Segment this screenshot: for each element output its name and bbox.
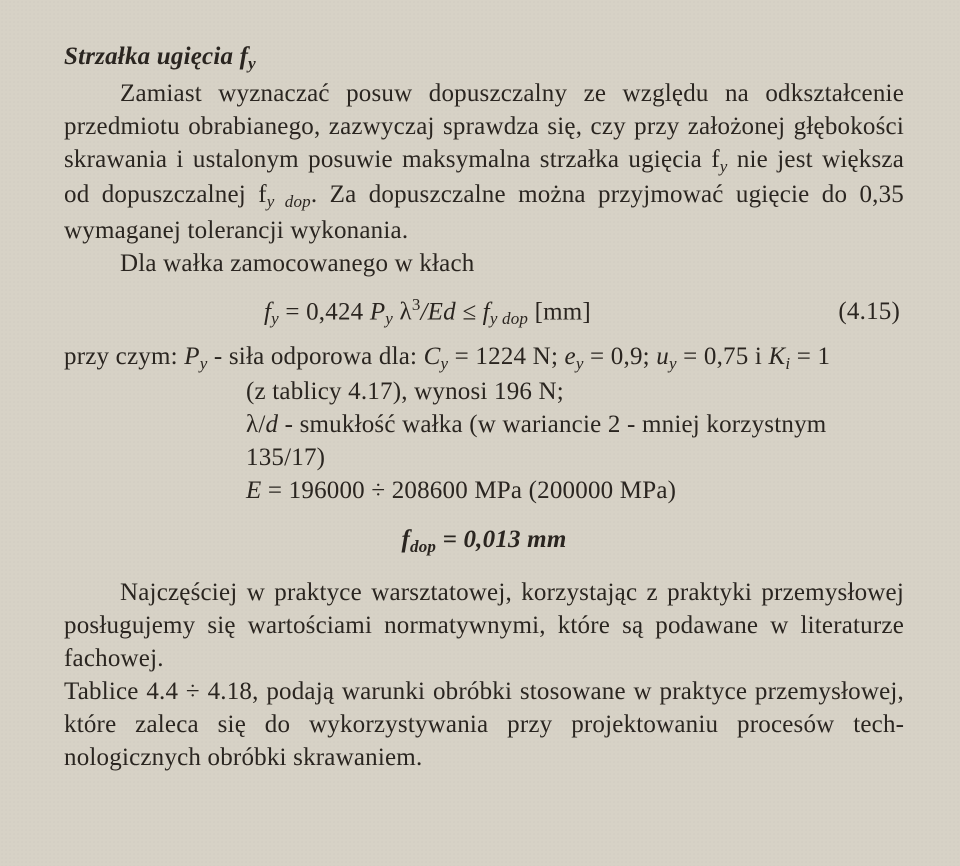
p2-text: Dla wałka zamocowanego w kłach	[120, 250, 474, 277]
p1-sub2: y dop	[267, 192, 311, 211]
eq-fr-sub: y dop	[490, 309, 528, 328]
p3-e: = 1	[790, 343, 830, 370]
paragraph-3-line4: E = 196000 ÷ 208600 MPa (200000 MPa)	[64, 474, 904, 507]
paragraph-4: Najczęściej w praktyce warsztatowej, kor…	[64, 576, 904, 675]
paragraph-3-line3: λ/d - smukłość wałka (w wariancie 2 - mn…	[64, 408, 904, 474]
fdop-sub: dop	[410, 537, 436, 556]
eq-lambda-sup: 3	[412, 295, 421, 314]
paragraph-1: Zamiast wyznaczać posuw dopuszczalny ze …	[64, 77, 904, 246]
p3-line4-b: = 196000 ÷ 208600 MPa (200000 MPa)	[261, 477, 676, 504]
p3-Py-P: P	[184, 343, 199, 370]
eq-fr: f	[483, 298, 490, 325]
p3-a: - siła odporowa dla:	[207, 343, 423, 370]
eq-equals: = 0,424	[279, 298, 370, 325]
result-formula: fdop = 0,013 mm	[64, 523, 904, 558]
equation-body: fy = 0,424 Py λ3/Ed ≤ fy dop [mm]	[264, 294, 591, 331]
p3-ey-sub: y	[576, 354, 584, 373]
p3-uy-sub: y	[669, 354, 677, 373]
paragraph-5: Tablice 4.4 ÷ 4.18, podają warunki obrób…	[64, 675, 904, 774]
eq-lambda: λ	[400, 298, 412, 325]
eq-P: P	[370, 298, 385, 325]
p1-sub1: y	[720, 157, 728, 176]
p3-b: = 1224 N;	[448, 343, 564, 370]
fdop-val: = 0,013 mm	[436, 526, 566, 553]
p3-c: = 0,9;	[584, 343, 657, 370]
p3-d: = 0,75 i	[677, 343, 769, 370]
equation-number: (4.15)	[838, 295, 904, 328]
p3-uy-u: u	[656, 343, 669, 370]
eq-P-sub: y	[385, 309, 393, 328]
page: { "heading": "Strzałka ugięcia f", "head…	[0, 0, 960, 866]
section-heading: Strzałka ugięcia fy	[64, 40, 904, 75]
eq-rest: /Ed ≤	[421, 298, 483, 325]
heading-sub: y	[248, 54, 256, 73]
p4-text: Najczęściej w praktyce warsztatowej, kor…	[64, 579, 904, 672]
p5-text: Tablice 4.4 ÷ 4.18, podają warunki obrób…	[64, 678, 904, 771]
p3-line2-text: (z tablicy 4.17), wynosi 196 N;	[246, 378, 564, 405]
fdop-f: f	[402, 526, 411, 553]
equation-4-15: fy = 0,424 Py λ3/Ed ≤ fy dop [mm] (4.15)	[64, 294, 904, 331]
p3-line3-d: d	[265, 411, 278, 438]
p3-line3-a: λ/	[246, 411, 265, 438]
paragraph-3-line1: przy czym: Py - siła odporowa dla: Cy = …	[64, 340, 904, 375]
p3-line4-a: E	[246, 477, 261, 504]
heading-text: Strzałka ugięcia f	[64, 43, 248, 70]
p3-line3-b: - smukłość wałka (w wariancie 2 - mniej …	[246, 411, 826, 471]
p3-ey-e: e	[565, 343, 576, 370]
p3-Cy-C: C	[424, 343, 441, 370]
p3-Ki-K: K	[769, 343, 786, 370]
eq-unit: [mm]	[528, 298, 591, 325]
p3-lead: przy czym:	[64, 343, 184, 370]
paragraph-2: Dla wałka zamocowanego w kłach	[64, 247, 904, 280]
eq-f-sub: y	[271, 309, 279, 328]
paragraph-3-line2: (z tablicy 4.17), wynosi 196 N;	[64, 375, 904, 408]
